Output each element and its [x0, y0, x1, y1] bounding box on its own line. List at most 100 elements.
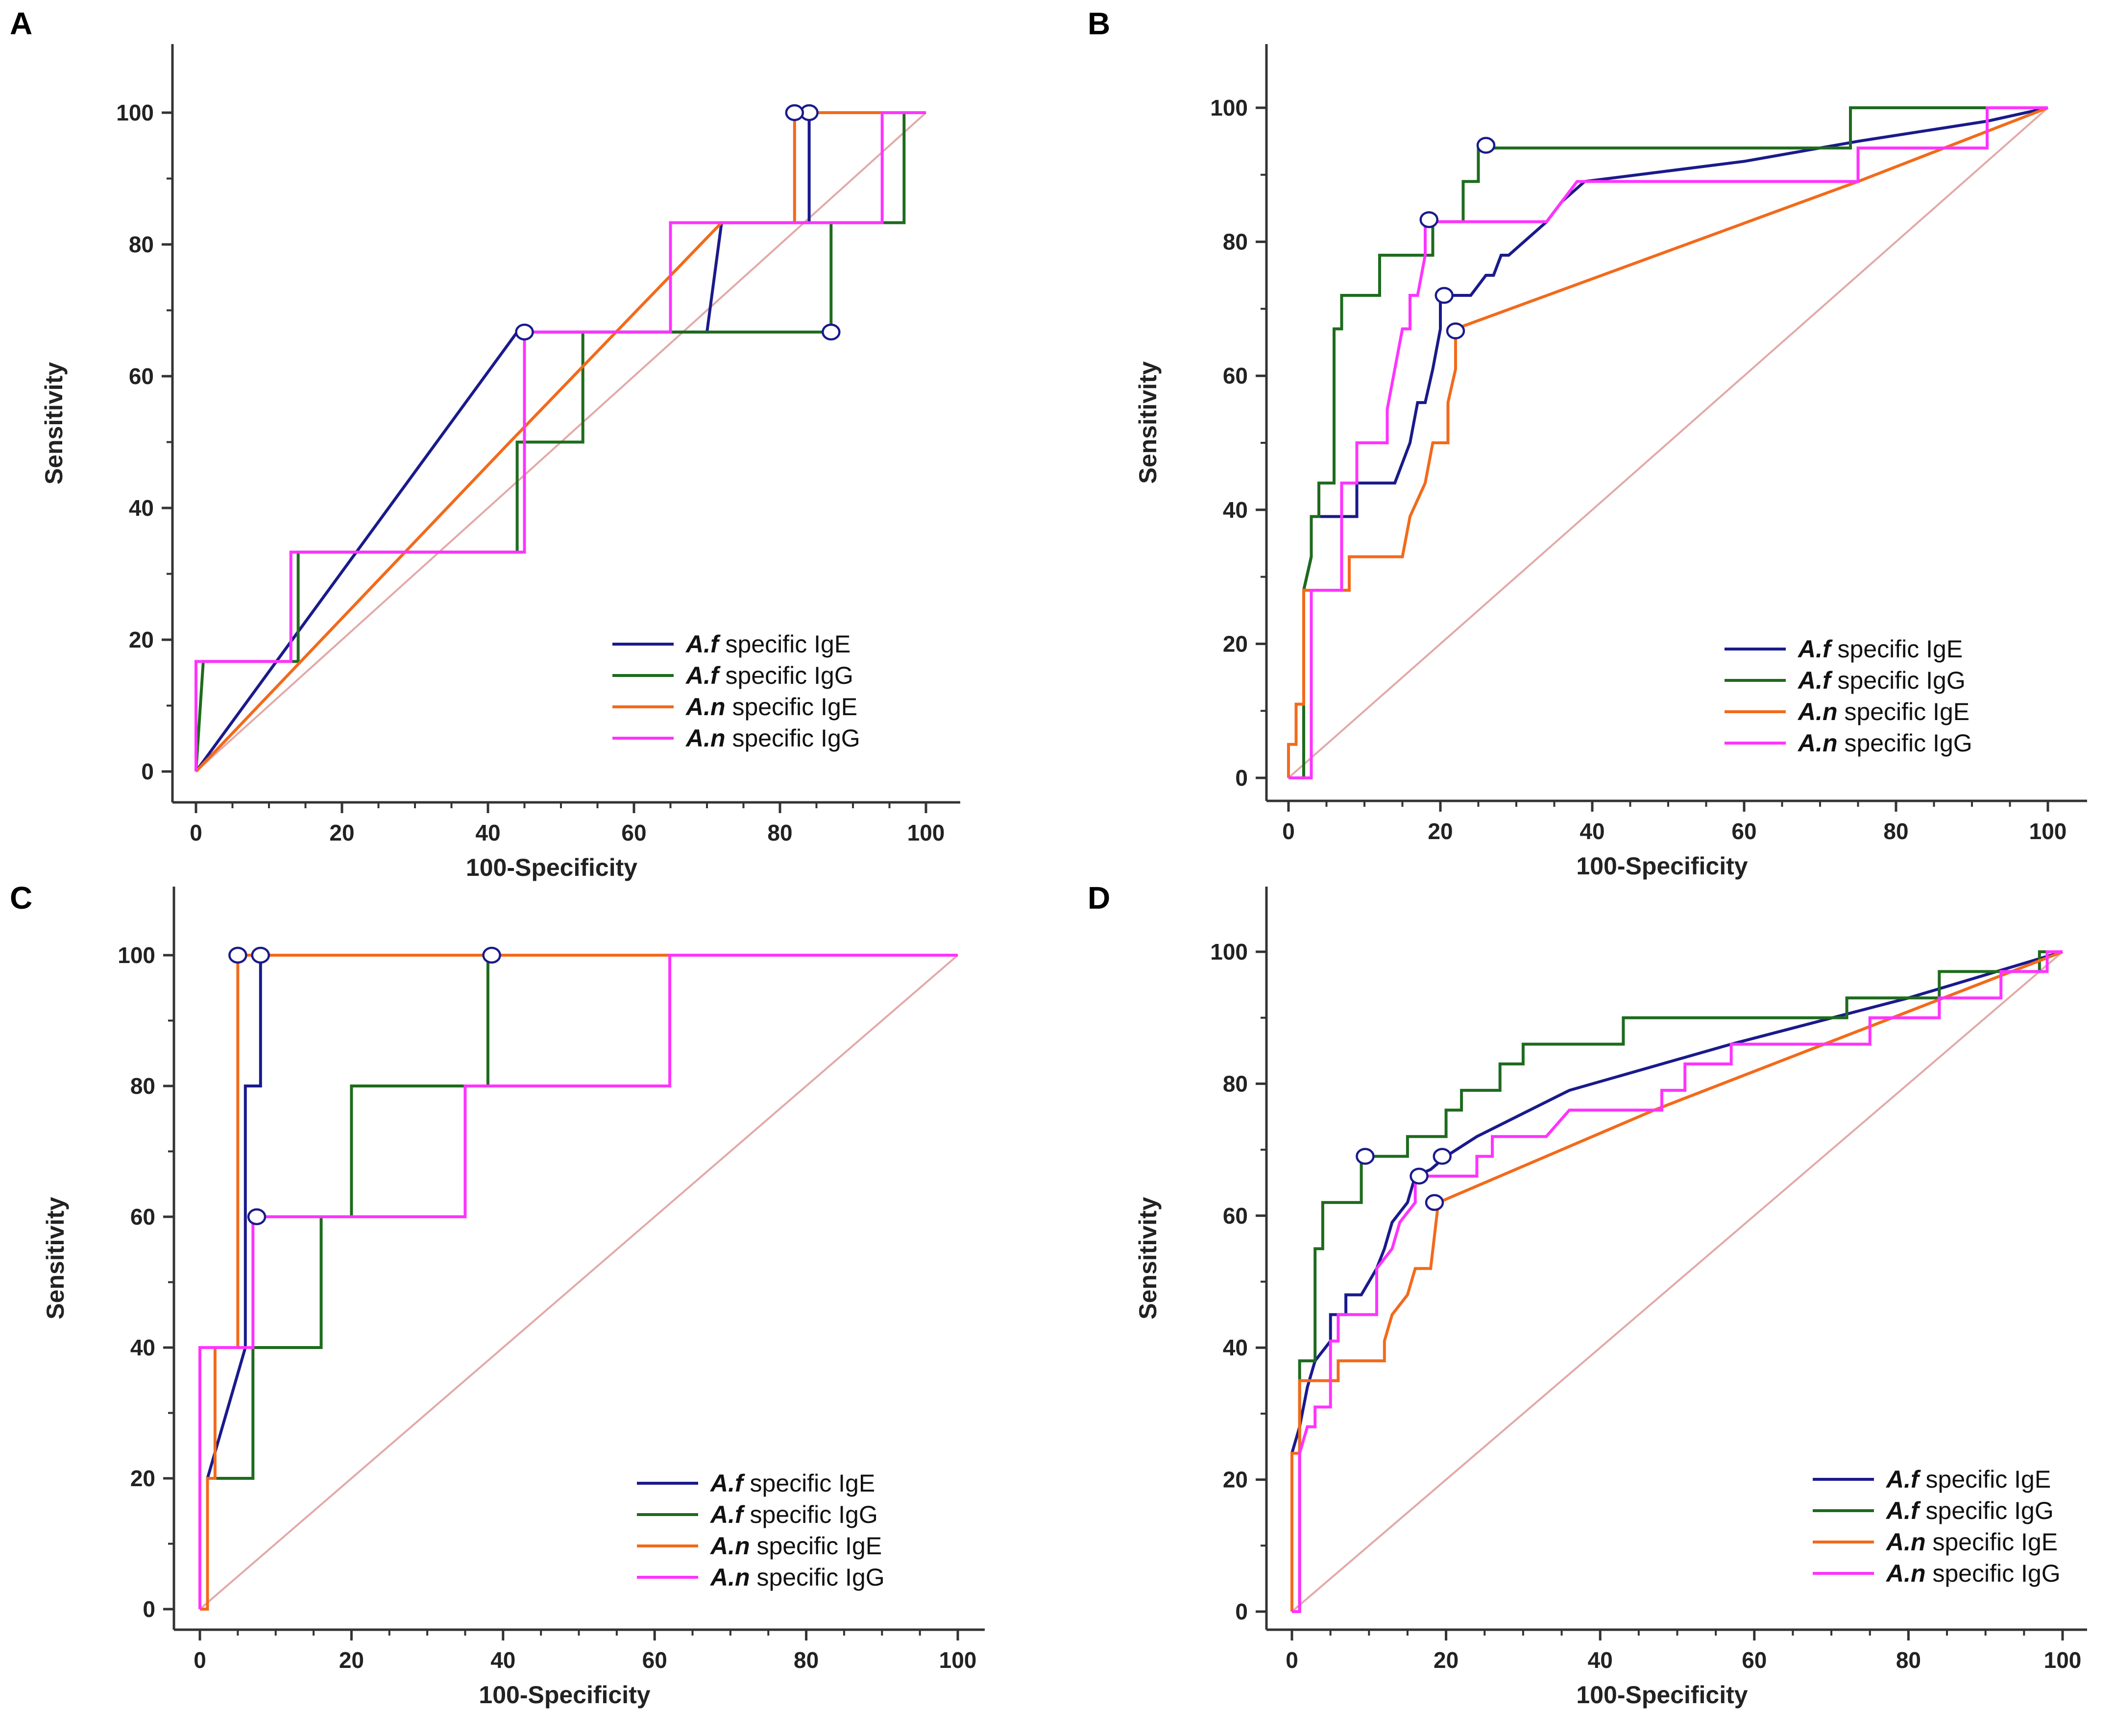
legend-label: A.n specific IgG [709, 1564, 885, 1591]
y-tick-label: 20 [129, 627, 154, 652]
roc-curve [194, 111, 926, 772]
panel-C: C 0 20 40 60 80 100 0 20 40 60 80 100 100-Specificity… [10, 880, 985, 1709]
y-axis-title: Sensitivity [1134, 1197, 1162, 1319]
legend-label-rest: specific IgG [726, 724, 860, 752]
legend-label-rest: specific IgG [1831, 667, 1966, 694]
x-tick-label: 60 [1731, 819, 1756, 844]
legend-label-italic: A.f [1797, 635, 1833, 663]
optimal-cutoff-marker [785, 104, 804, 121]
y-tick-label: 0 [1235, 1599, 1248, 1624]
x-tick-label: 60 [1742, 1647, 1767, 1673]
legend-label-rest: specific IgG [750, 1564, 885, 1591]
roc-curve [1288, 106, 2048, 779]
legend-label-rest: specific IgG [743, 1501, 878, 1528]
legend-label: A.n specific IgE [709, 1532, 882, 1560]
y-tick-label: 40 [130, 1335, 155, 1360]
legend-label: A.f specific IgE [685, 630, 851, 658]
x-tick-label: 20 [339, 1647, 364, 1673]
legend-label-rest: specific IgE [726, 693, 858, 721]
reference-diagonal [199, 954, 959, 1610]
y-axis-title: Sensitivity [40, 362, 68, 484]
y-tick-label: 20 [1223, 631, 1248, 656]
panel-D: D 0 20 40 60 80 100 0 20 40 60 80 100 100-Specificity… [1088, 880, 2087, 1709]
x-tick-label: 0 [190, 820, 202, 845]
x-tick-label: 80 [1896, 1647, 1921, 1673]
y-axis-title: Sensitivity [42, 1197, 69, 1319]
reference-diagonal [1291, 951, 2064, 1613]
y-axis-title: Sensitivity [1134, 361, 1162, 483]
y-tick-label: 100 [1210, 939, 1248, 964]
x-axis-title: 100-Specificity [1576, 1681, 1748, 1709]
legend-label-italic: A.f [685, 630, 721, 658]
legend-label: A.f specific IgG [709, 1501, 878, 1528]
x-axis-title: 100-Specificity [479, 1681, 650, 1709]
legend-label-italic: A.n [685, 724, 726, 752]
legend-label-rest: specific IgG [1926, 1560, 2061, 1587]
legend-label: A.f specific IgG [685, 662, 853, 689]
x-tick-label: 40 [475, 820, 500, 845]
y-tick-label: 60 [130, 1204, 155, 1230]
legend-label-italic: A.f [1885, 1466, 1921, 1493]
roc-curve [1292, 950, 2063, 1613]
roc-curve [200, 954, 958, 1611]
legend-label-italic: A.n [709, 1564, 750, 1591]
legend-label-rest: specific IgE [1926, 1528, 2058, 1556]
x-tick-label: 80 [767, 820, 792, 845]
y-tick-label: 80 [1223, 1071, 1248, 1096]
legend-label-italic: A.n [709, 1532, 750, 1560]
roc-curve [1290, 950, 2064, 1612]
y-tick-label: 40 [129, 495, 154, 521]
legend-label-rest: specific IgG [1838, 729, 1972, 757]
optimal-cutoff-marker [482, 946, 501, 964]
x-tick-label: 100 [939, 1647, 977, 1673]
x-axis-title: 100-Specificity [1576, 852, 1748, 880]
y-tick-label: 0 [141, 759, 154, 784]
optimal-cutoff-marker [251, 946, 270, 964]
x-tick-label: 80 [794, 1647, 819, 1673]
y-tick-label: 80 [130, 1073, 155, 1099]
optimal-cutoff-marker [1446, 322, 1465, 339]
legend-label-italic: A.f [1885, 1497, 1921, 1524]
legend-label-rest: specific IgG [719, 662, 853, 689]
optimal-cutoff-marker [247, 1208, 267, 1226]
roc-curve [1290, 950, 2063, 1612]
optimal-cutoff-marker [1425, 1194, 1444, 1211]
legend-label-rest: specific IgE [1831, 635, 1963, 663]
x-axis-title: 100-Specificity [466, 854, 637, 881]
panel-letter: C [10, 880, 32, 916]
y-tick-label: 100 [1210, 95, 1248, 121]
x-tick-label: 0 [1282, 819, 1295, 844]
y-tick-label: 0 [143, 1596, 155, 1622]
panel-letter: A [10, 6, 32, 41]
legend-label-italic: A.f [685, 662, 721, 689]
legend-label: A.f specific IgG [1885, 1497, 2054, 1524]
x-tick-label: 100 [2029, 819, 2067, 844]
x-tick-label: 100 [2044, 1647, 2082, 1673]
y-tick-label: 80 [1223, 229, 1248, 255]
optimal-cutoff-marker [1476, 137, 1496, 154]
y-tick-label: 20 [130, 1466, 155, 1491]
legend-label-italic: A.n [1885, 1528, 1926, 1556]
legend-label: A.n specific IgG [1885, 1560, 2061, 1587]
y-tick-label: 60 [1223, 363, 1248, 388]
x-tick-label: 60 [621, 820, 646, 845]
x-tick-label: 60 [642, 1647, 667, 1673]
legend-label-rest: specific IgE [1838, 698, 1970, 725]
legend-label-italic: A.n [685, 693, 726, 721]
y-tick-label: 0 [1235, 765, 1248, 791]
optimal-cutoff-marker [1434, 287, 1454, 304]
x-tick-label: 20 [1434, 1647, 1459, 1673]
legend-label: A.n specific IgE [1885, 1528, 2058, 1556]
optimal-cutoff-marker [515, 323, 534, 341]
x-tick-label: 20 [1428, 819, 1453, 844]
legend-label-italic: A.n [1797, 729, 1838, 757]
x-tick-label: 40 [490, 1647, 515, 1673]
panel-letter: D [1088, 880, 1110, 916]
reference-diagonal [1288, 107, 2049, 779]
y-tick-label: 20 [1223, 1467, 1248, 1493]
roc-curve [1287, 106, 2049, 778]
legend-label: A.n specific IgE [685, 693, 857, 721]
